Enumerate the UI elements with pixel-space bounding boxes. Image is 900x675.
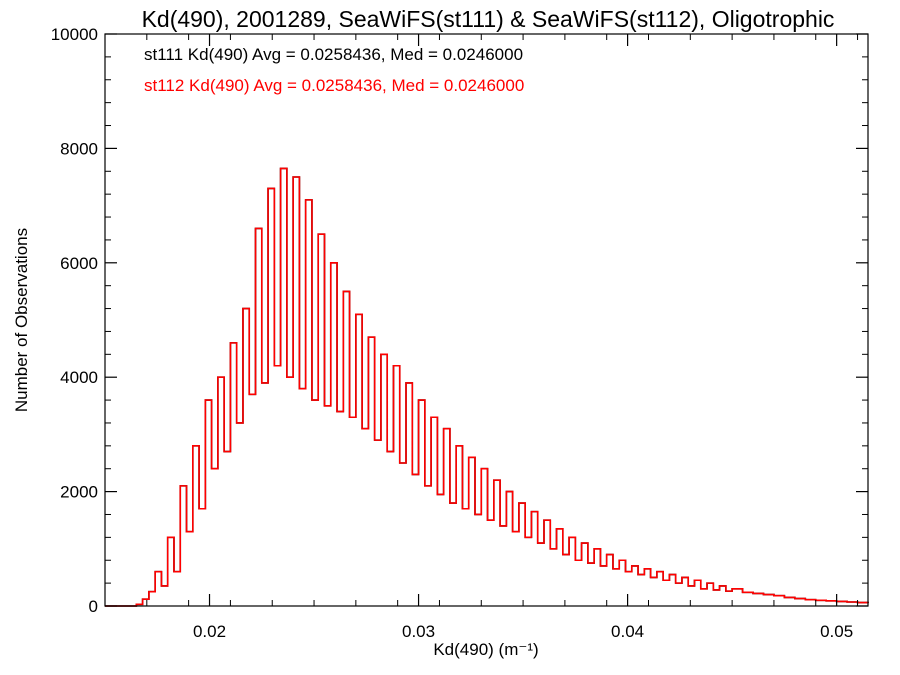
y-tick-label: 8000: [60, 139, 98, 158]
series-layer: [105, 167, 869, 607]
x-tick-label: 0.05: [820, 622, 853, 641]
y-tick-label: 10000: [51, 25, 98, 44]
series-line-st112: [105, 167, 869, 607]
y-tick-label: 4000: [60, 368, 98, 387]
y-tick-label: 0: [89, 597, 98, 616]
y-tick-label: 6000: [60, 254, 98, 273]
plot-frame: [104, 33, 869, 607]
chart-title: Kd(490), 2001289, SeaWiFS(st111) & SeaWi…: [142, 6, 835, 32]
legend-entry-st111: st111 Kd(490) Avg = 0.0258436, Med = 0.0…: [144, 45, 523, 64]
x-tick-label: 0.03: [402, 622, 435, 641]
y-tick-label: 2000: [60, 483, 98, 502]
x-axis: 0.02 0.03 0.04 0.05: [104, 34, 859, 641]
x-tick-label: 0.02: [193, 622, 226, 641]
y-axis: 0 2000 4000 6000 8000 10000: [51, 25, 868, 616]
x-tick-label: 0.04: [611, 622, 644, 641]
x-axis-label: Kd(490) (m⁻¹): [433, 640, 538, 659]
y-axis-label: Number of Observations: [12, 228, 31, 412]
legend-entry-st112: st112 Kd(490) Avg = 0.0258436, Med = 0.0…: [144, 76, 524, 95]
